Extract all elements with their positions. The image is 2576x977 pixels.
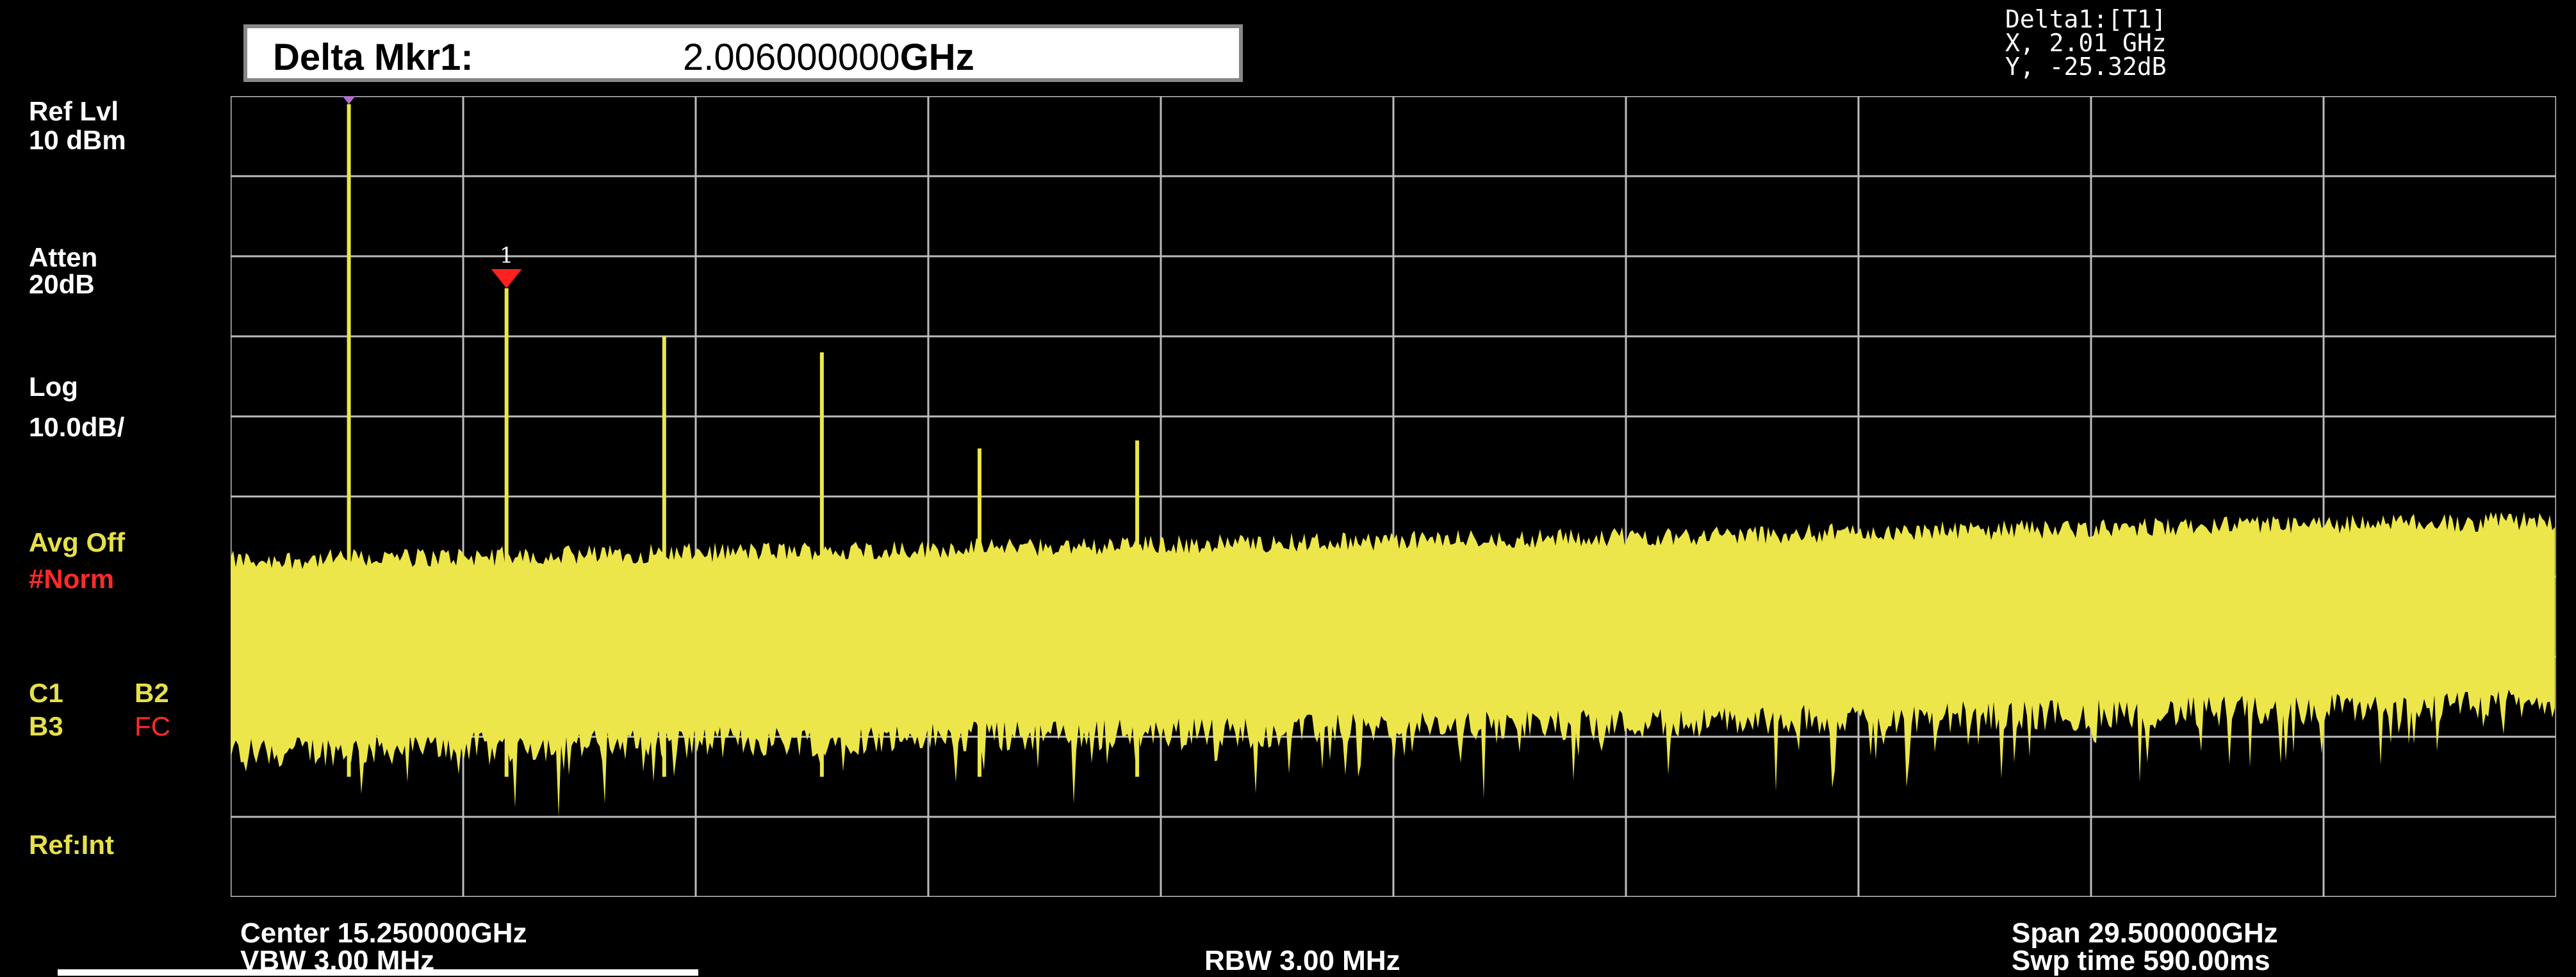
marker-triangle-icon[interactable] (334, 96, 365, 104)
c1-indicator: C1 (29, 678, 63, 708)
delta-readout-title: Delta1:[T1] (2005, 5, 2167, 33)
scale-value: 10.0dB/ (29, 412, 125, 442)
spectrum-plot: 1R1 (231, 96, 2556, 897)
b3-indicator: B3 (29, 711, 63, 741)
marker-triangle-icon[interactable] (491, 269, 522, 288)
fc-indicator: FC (135, 711, 170, 741)
sweep-time: Swp time 590.00ms (2012, 945, 2270, 976)
delta-marker-number: 2.006000000 (683, 37, 900, 78)
ref-level-label: Ref Lvl (29, 96, 119, 126)
ref-source: Ref:Int (29, 830, 114, 860)
rbw-value: RBW 3.00 MHz (1204, 945, 1400, 976)
marker-group: 1R1 (334, 96, 522, 288)
delta-readout-x: X, 2.01 GHz (2005, 29, 2167, 57)
center-frequency: Center 15.250000GHz (240, 917, 527, 949)
ref-level-value: 10 dBm (29, 125, 126, 155)
norm-status: #Norm (29, 564, 115, 594)
span-value: Span 29.500000GHz (2012, 917, 2278, 949)
delta-marker-box[interactable]: Delta Mkr1: 2.006000000GHz (243, 24, 1243, 82)
marker-label: 1 (500, 243, 514, 268)
delta-marker-label: Delta Mkr1: (273, 37, 473, 78)
delta-marker-value[interactable]: 2.006000000GHz (683, 36, 974, 79)
b2-indicator: B2 (135, 678, 169, 708)
peak-lines (347, 104, 1140, 777)
atten-value: 20dB (29, 269, 95, 299)
scale-type-label: Log (29, 372, 78, 402)
delta-marker-unit: GHz (899, 37, 974, 78)
noise-trace (231, 511, 2555, 817)
atten-label: Atten (29, 242, 98, 272)
bottom-edge-strip (58, 969, 698, 976)
avg-status: Avg Off (29, 527, 126, 557)
plot-grid (231, 96, 2556, 897)
delta-readout-y: Y, -25.32dB (2005, 53, 2167, 81)
